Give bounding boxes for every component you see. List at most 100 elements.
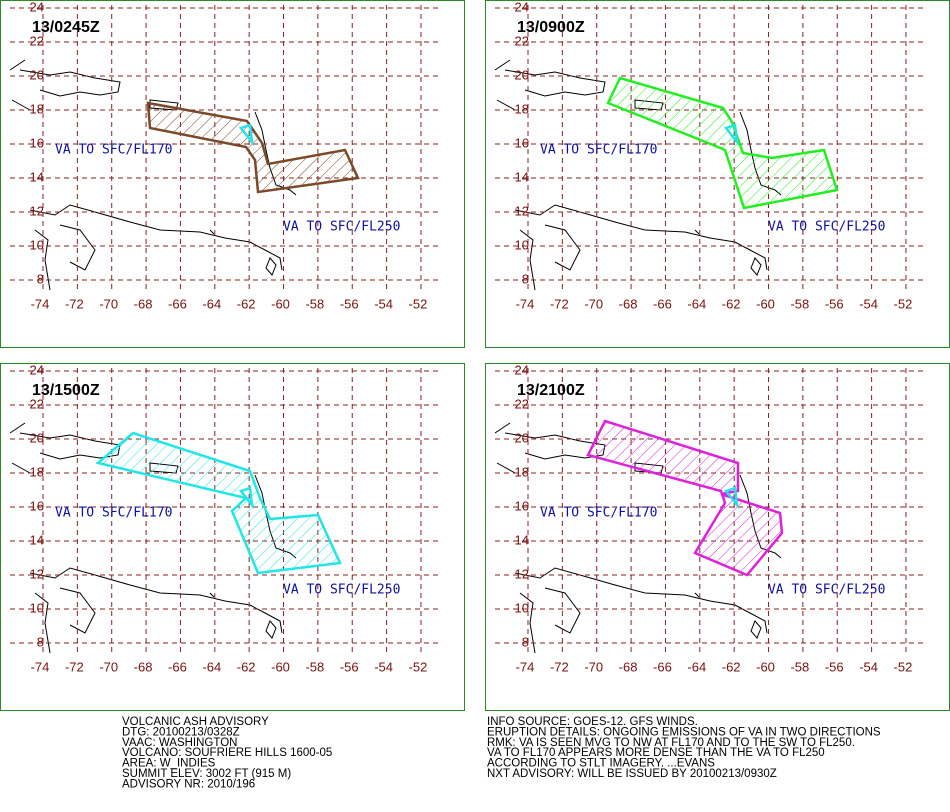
lon-label: -70 bbox=[584, 296, 603, 311]
lat-label: 8 bbox=[37, 634, 44, 649]
lat-label: 24 bbox=[30, 362, 44, 377]
coastline bbox=[265, 257, 277, 276]
lat-label: 20 bbox=[30, 430, 44, 445]
coastline bbox=[494, 422, 700, 598]
lon-label: -62 bbox=[722, 296, 741, 311]
lon-label: -52 bbox=[409, 659, 428, 674]
lon-label: -68 bbox=[619, 296, 638, 311]
va-label: VA TO SFC/FL250 bbox=[768, 220, 885, 235]
lon-label: -62 bbox=[237, 659, 256, 674]
lat-label: 10 bbox=[30, 600, 44, 615]
lat-label: 16 bbox=[515, 498, 529, 513]
lon-label: -52 bbox=[409, 296, 428, 311]
lat-label: 18 bbox=[30, 101, 44, 116]
lon-label: -56 bbox=[825, 296, 844, 311]
lon-label: -58 bbox=[305, 296, 324, 311]
advisory-line: SUMMIT ELEV: 3002 FT (915 M) bbox=[122, 768, 291, 780]
lon-label: -54 bbox=[859, 659, 878, 674]
lat-label: 10 bbox=[515, 237, 529, 252]
advisory-line: ADVISORY NR: 2010/196 bbox=[122, 778, 255, 790]
coastline bbox=[9, 422, 215, 598]
panel-time: 13/0245Z bbox=[32, 19, 100, 36]
map-panel: 24 22 20 18 16 14 12 10 8 -74 -72 -70 -68 -66 -64 -62 -6… bbox=[485, 0, 950, 348]
lat-label: 12 bbox=[30, 203, 44, 218]
lat-label: 14 bbox=[30, 169, 44, 184]
va-label: VA TO SFC/FL250 bbox=[283, 583, 400, 598]
va-label: VA TO SFC/FL170 bbox=[540, 143, 657, 158]
lon-label: -72 bbox=[550, 296, 569, 311]
volcano-marker bbox=[238, 486, 254, 510]
lon-label: -66 bbox=[653, 659, 672, 674]
lat-label: 24 bbox=[30, 0, 44, 14]
advisory-line: VA TO FL170 APPEARS MORE DENSE THAN THE … bbox=[487, 747, 825, 759]
coastline bbox=[19, 69, 121, 97]
lon-label: -64 bbox=[202, 659, 221, 674]
advisory-line: VAAC: WASHINGTON bbox=[122, 737, 237, 749]
volcano-marker bbox=[723, 486, 739, 510]
map-panel: 24 22 20 18 16 14 12 10 8 -74 -72 -70 -68 -66 -64 -62 -6… bbox=[0, 362, 465, 711]
lon-label: -56 bbox=[340, 659, 359, 674]
lon-label: -64 bbox=[202, 296, 221, 311]
lat-label: 10 bbox=[30, 237, 44, 252]
lon-label: -68 bbox=[134, 296, 153, 311]
panel-time: 13/0900Z bbox=[517, 19, 585, 36]
coastline bbox=[519, 587, 581, 654]
ash-cloud bbox=[586, 419, 784, 577]
lon-label: -52 bbox=[894, 296, 913, 311]
panel-frame bbox=[0, 0, 465, 348]
advisory-line: ERUPTION DETAILS: ONGOING EMISSIONS OF V… bbox=[487, 726, 881, 738]
advisory-line: VOLCANO: SOUFRIERE HILLS 1600-05 bbox=[122, 747, 332, 759]
coastline bbox=[9, 59, 215, 235]
lon-label: -68 bbox=[134, 659, 153, 674]
lat-label: 18 bbox=[515, 464, 529, 479]
advisory-line: DTG: 20100213/0328Z bbox=[122, 726, 240, 738]
va-label: VA TO SFC/FL250 bbox=[283, 220, 400, 235]
lon-label: -58 bbox=[790, 296, 809, 311]
lon-label: -54 bbox=[374, 296, 393, 311]
lon-label: -54 bbox=[859, 296, 878, 311]
lat-label: 22 bbox=[30, 396, 44, 411]
lat-label: 14 bbox=[515, 532, 529, 547]
lat-label: 8 bbox=[522, 634, 529, 649]
lat-label: 22 bbox=[515, 33, 529, 48]
lon-label: -66 bbox=[168, 296, 187, 311]
lat-label: 12 bbox=[30, 566, 44, 581]
coastline bbox=[750, 620, 762, 639]
coastline bbox=[34, 587, 96, 654]
advisory-line: AREA: W_INDIES bbox=[122, 758, 216, 770]
lon-label: -72 bbox=[65, 296, 84, 311]
lat-label: 16 bbox=[515, 135, 529, 150]
lon-label: -56 bbox=[340, 296, 359, 311]
coastline bbox=[750, 257, 762, 276]
va-label: VA TO SFC/FL170 bbox=[55, 143, 172, 158]
lat-label: 12 bbox=[515, 566, 529, 581]
coastline bbox=[519, 224, 581, 291]
coastline bbox=[504, 69, 606, 97]
lon-label: -52 bbox=[894, 659, 913, 674]
lat-label: 22 bbox=[30, 33, 44, 48]
lon-label: -64 bbox=[687, 296, 706, 311]
lon-label: -60 bbox=[756, 296, 775, 311]
lat-label: 20 bbox=[515, 67, 529, 82]
lat-label: 18 bbox=[30, 464, 44, 479]
lat-label: 22 bbox=[515, 396, 529, 411]
volcano-marker bbox=[723, 123, 739, 147]
lat-label: 14 bbox=[30, 532, 44, 547]
ash-cloud bbox=[146, 101, 360, 194]
advisory-line: RMK: VA IS SEEN MVG TO NW AT FL170 AND T… bbox=[487, 737, 855, 749]
lat-label: 14 bbox=[515, 169, 529, 184]
lon-label: -62 bbox=[237, 296, 256, 311]
panel-frame bbox=[485, 0, 950, 348]
advisory-line: INFO SOURCE: GOES-12. GFS WINDS. bbox=[487, 716, 698, 728]
lon-label: -54 bbox=[374, 659, 393, 674]
lon-label: -60 bbox=[271, 296, 290, 311]
lat-label: 12 bbox=[515, 203, 529, 218]
coastline bbox=[265, 620, 277, 639]
lon-label: -66 bbox=[168, 659, 187, 674]
lon-label: -68 bbox=[619, 659, 638, 674]
volcano-marker bbox=[238, 123, 254, 147]
va-label: VA TO SFC/FL250 bbox=[768, 583, 885, 598]
lon-label: -66 bbox=[653, 296, 672, 311]
panel-frame bbox=[0, 363, 465, 711]
lon-label: -74 bbox=[516, 659, 535, 674]
